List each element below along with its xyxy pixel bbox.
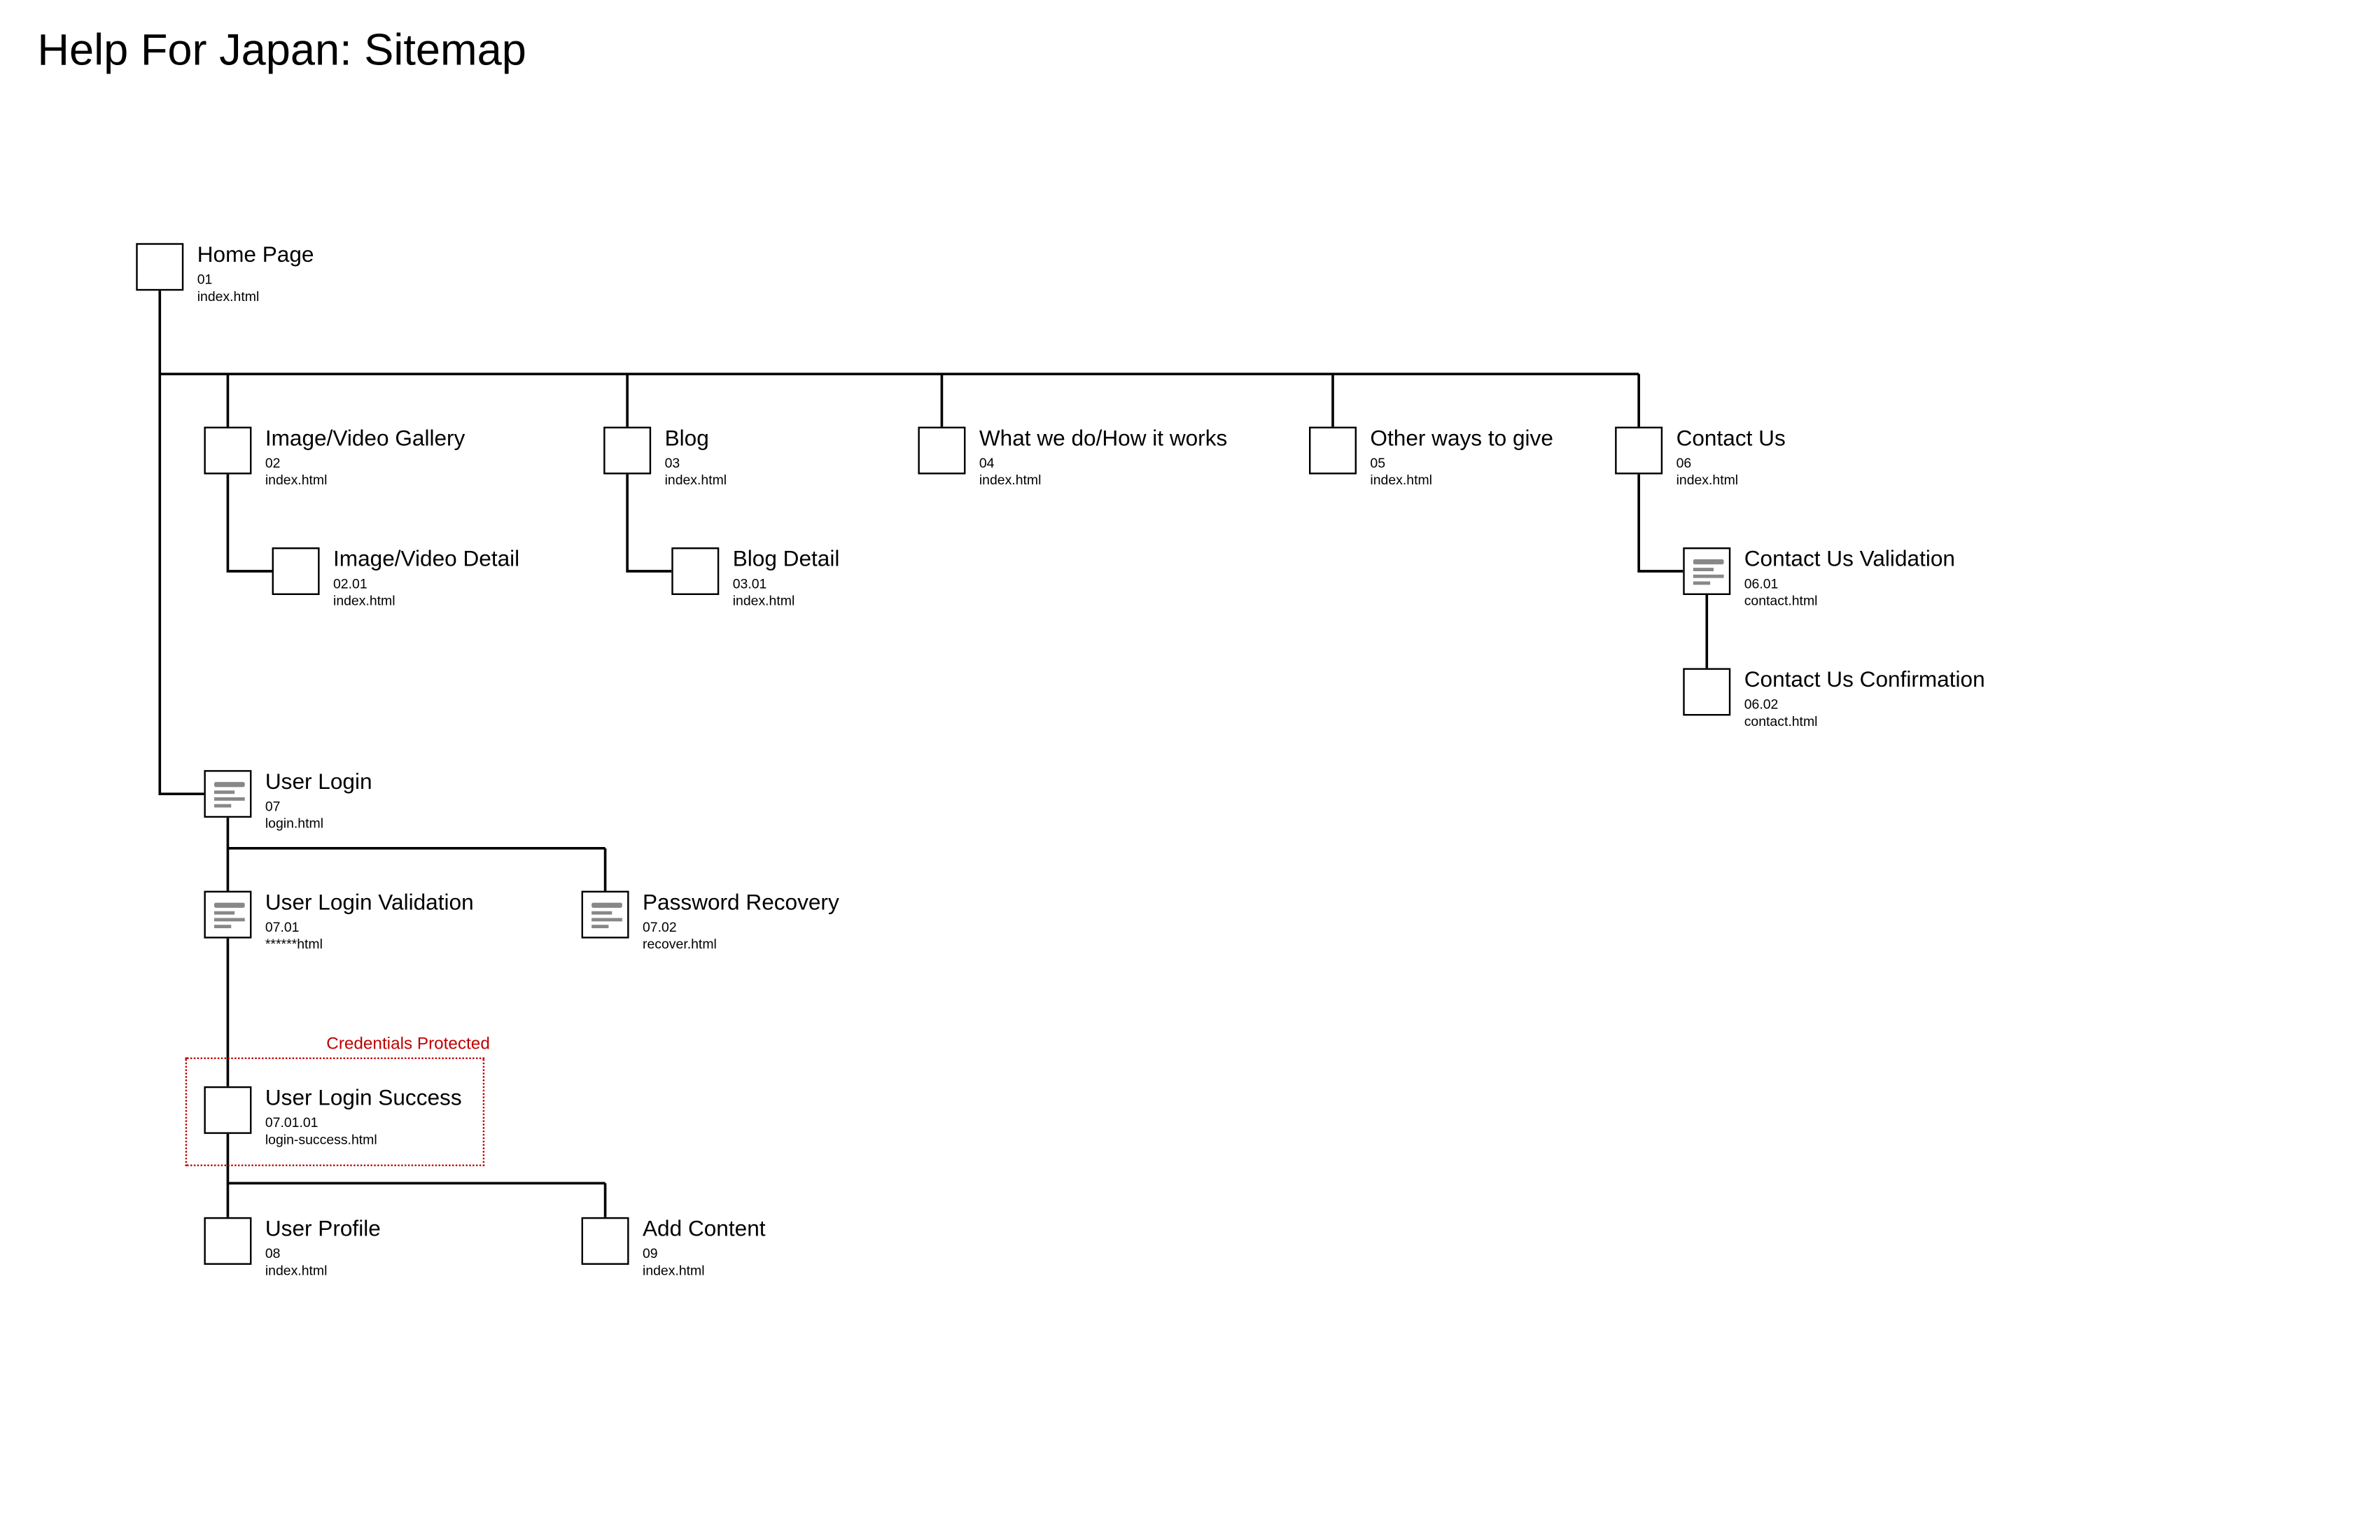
node-filename: index.html	[197, 289, 260, 304]
node-label: Contact Us Confirmation	[1744, 666, 1985, 692]
page-icon	[918, 427, 965, 475]
node-number: 07.02	[643, 920, 677, 935]
node-label: Blog Detail	[733, 546, 840, 571]
node-filename: contact.html	[1744, 714, 1818, 729]
node-number: 02.01	[333, 576, 368, 592]
node-number: 03	[665, 456, 680, 471]
page-icon	[671, 547, 719, 595]
page-icon	[1309, 427, 1357, 475]
node-number: 04	[979, 456, 995, 471]
node-filename: index.html	[1676, 472, 1739, 488]
page-icon	[582, 1217, 629, 1265]
node-label: Other ways to give	[1370, 425, 1553, 450]
node-number: 08	[265, 1246, 281, 1261]
page-icon	[204, 1086, 251, 1134]
page-icon	[204, 770, 251, 818]
node-label: Add Content	[643, 1215, 766, 1240]
node-filename: index.html	[1370, 472, 1432, 488]
node-number: 06.02	[1744, 697, 1779, 713]
node-label: Image/Video Gallery	[265, 425, 465, 450]
node-filename: index.html	[979, 472, 1042, 488]
node-label: User Login	[265, 769, 372, 794]
node-number: 06.01	[1744, 576, 1779, 592]
node-number: 02	[265, 456, 281, 471]
form-icon	[211, 777, 248, 814]
node-filename: index.html	[265, 472, 328, 488]
node-label: Password Recovery	[643, 889, 839, 914]
node-filename: contact.html	[1744, 594, 1818, 609]
node-filename: index.html	[333, 594, 396, 609]
node-filename: index.html	[643, 1263, 705, 1278]
node-number: 09	[643, 1246, 658, 1261]
form-icon	[1690, 554, 1727, 592]
node-label: Home Page	[197, 241, 314, 267]
node-number: 07.01.01	[265, 1115, 318, 1130]
node-label: Contact Us Validation	[1744, 546, 1955, 571]
node-label: Blog	[665, 425, 709, 450]
node-filename: login-success.html	[265, 1132, 377, 1147]
page-icon	[204, 891, 251, 939]
form-icon	[588, 897, 625, 934]
page-icon	[1683, 547, 1730, 595]
page-icon	[582, 891, 629, 939]
node-label: What we do/How it works	[979, 425, 1227, 450]
page-icon	[603, 427, 651, 475]
node-filename: index.html	[733, 594, 795, 609]
sitemap-canvas: Help For Japan: Sitemap Credentials Prot…	[0, 0, 2380, 1539]
node-filename: ******html	[265, 937, 323, 952]
node-filename: login.html	[265, 816, 323, 832]
credentials-protected-label: Credentials Protected	[326, 1035, 490, 1054]
node-number: 01	[197, 272, 213, 288]
node-label: User Login Validation	[265, 889, 474, 914]
node-filename: index.html	[265, 1263, 328, 1278]
node-label: Image/Video Detail	[333, 546, 519, 571]
node-number: 05	[1370, 456, 1385, 471]
page-icon	[204, 1217, 251, 1265]
page-icon	[136, 243, 183, 290]
page-icon	[1683, 668, 1730, 715]
page-icon	[204, 427, 251, 475]
node-label: User Profile	[265, 1215, 381, 1240]
node-filename: index.html	[665, 472, 727, 488]
form-icon	[211, 897, 248, 934]
node-label: User Login Success	[265, 1084, 462, 1110]
node-number: 06	[1676, 456, 1692, 471]
page-icon	[272, 547, 320, 595]
node-filename: recover.html	[643, 937, 717, 952]
node-label: Contact Us	[1676, 425, 1786, 450]
node-number: 03.01	[733, 576, 767, 592]
node-number: 07.01	[265, 920, 300, 935]
node-number: 07	[265, 799, 281, 814]
page-icon	[1615, 427, 1662, 475]
